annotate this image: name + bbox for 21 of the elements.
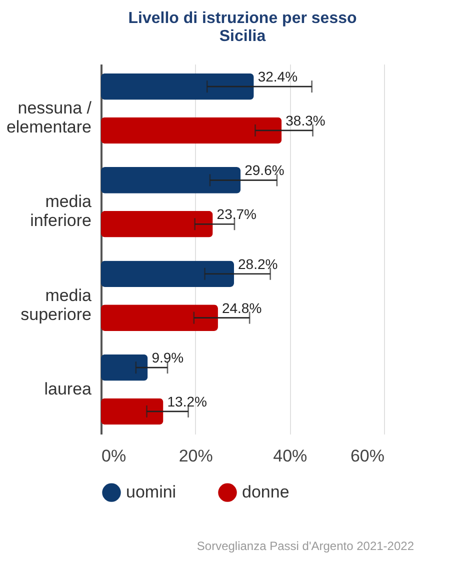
data-label: 29.6%: [244, 162, 284, 178]
legend-label: donne: [242, 482, 290, 502]
x-tick-label: 40%: [273, 446, 308, 466]
data-label: 28.2%: [238, 256, 278, 272]
legend-label: uomini: [126, 482, 176, 502]
data-label: 23.7%: [216, 206, 256, 222]
data-label: 13.2%: [167, 393, 207, 410]
x-tick-label: 0%: [102, 446, 126, 466]
chart-subtitle: Sicilia: [219, 28, 266, 45]
y-tick-label: media inferiore: [30, 192, 92, 230]
y-tick-label: laurea: [44, 380, 92, 399]
y-tick-label: nessuna / elementare: [6, 98, 92, 136]
data-label: 24.8%: [222, 300, 262, 316]
x-tick-label: 60%: [350, 446, 384, 466]
x-tick-label: 20%: [178, 446, 213, 466]
y-tick-label: media superiore: [20, 286, 92, 324]
data-label: 9.9%: [152, 350, 184, 366]
chart-title: Livello di istruzione per sesso: [128, 10, 357, 27]
data-label: 38.3%: [286, 112, 326, 128]
text: Sorveglianza Passi d'Argento 2021-2022: [196, 539, 414, 553]
data-label: 32.4%: [258, 68, 298, 85]
